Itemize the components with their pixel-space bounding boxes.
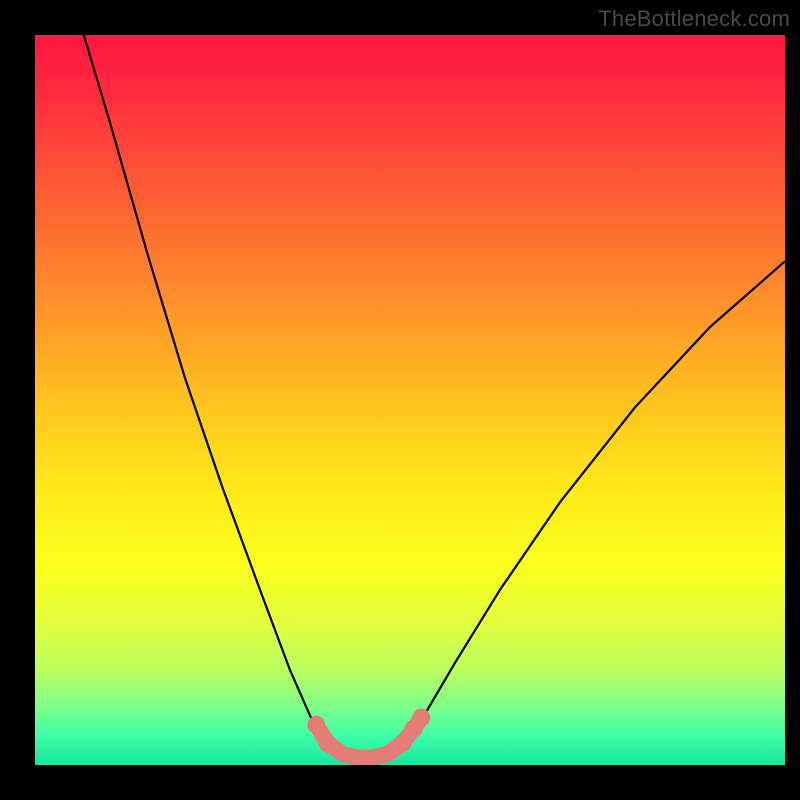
highlight-dot xyxy=(394,734,412,752)
chart-svg xyxy=(0,0,800,800)
watermark-text: TheBottleneck.com xyxy=(598,6,790,32)
plot-background xyxy=(35,35,785,765)
chart-root: TheBottleneck.com xyxy=(0,0,800,800)
highlight-dot xyxy=(412,709,430,727)
highlight-dot xyxy=(307,716,325,734)
highlight-dot xyxy=(319,734,337,752)
